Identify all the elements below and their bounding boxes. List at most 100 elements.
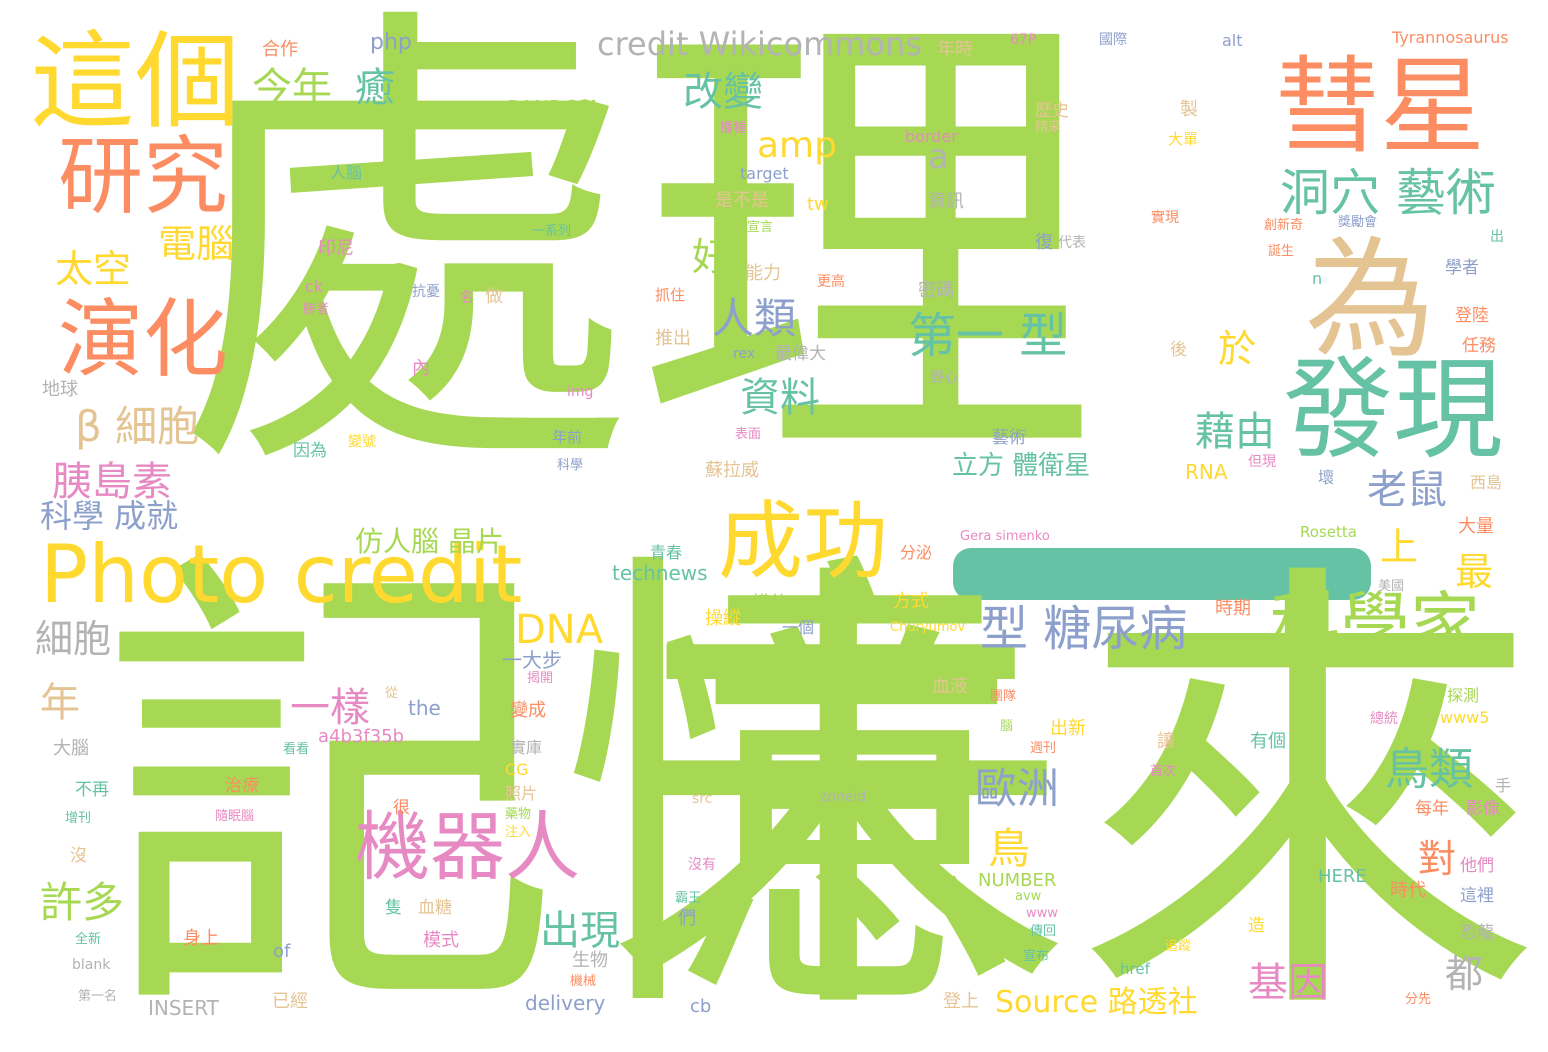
cloud-word: 時代: [1390, 880, 1426, 901]
cloud-word: 都: [1445, 952, 1484, 996]
cloud-word: 復: [1035, 232, 1053, 253]
cloud-word: 宣言: [747, 220, 774, 235]
cloud-word: 學者: [1445, 258, 1479, 278]
cloud-word: 腦: [1000, 719, 1014, 734]
cloud-word: 精采: [1035, 120, 1062, 135]
cloud-word: 全新: [75, 932, 102, 947]
cloud-word: amp: [757, 125, 837, 166]
cloud-word: 歷史: [1035, 101, 1069, 121]
cloud-word: 傳回: [1030, 924, 1057, 939]
cloud-word: 彗星: [1275, 46, 1486, 168]
cloud-word: a4b3f35b: [318, 726, 405, 747]
cloud-word: 出: [1490, 229, 1504, 245]
cloud-word: blank: [72, 957, 111, 973]
cloud-word: delivery: [525, 991, 606, 1015]
cloud-word: 登陸: [1455, 306, 1489, 326]
cloud-word: 隻: [385, 898, 402, 918]
cloud-word: 宣布: [1023, 949, 1050, 964]
cloud-word: www5: [1440, 708, 1490, 727]
cloud-word: 週刊: [1030, 741, 1057, 756]
cloud-word: 科學家: [1270, 584, 1480, 666]
cloud-word: 處理: [175, 0, 1097, 529]
cloud-word: 表面: [735, 427, 762, 442]
cloud-word: 更高: [817, 274, 845, 290]
cloud-word: 最偉大: [775, 344, 826, 364]
cloud-word: 大腦: [53, 738, 89, 759]
cloud-word: n: [1312, 269, 1323, 288]
cloud-word: 一系列: [532, 224, 572, 239]
cloud-word: of: [273, 941, 291, 962]
cloud-word: 這個: [30, 21, 241, 143]
cloud-word: 科學: [557, 458, 584, 473]
cloud-word: 分先: [1405, 992, 1432, 1007]
cloud-word: 許多: [40, 878, 125, 927]
cloud-word: 科學 成就: [40, 497, 179, 535]
cloud-word: 已經: [272, 991, 308, 1012]
cloud-word: 為: [1305, 224, 1436, 376]
cloud-word: CG: [505, 760, 529, 779]
cloud-word: 變號: [348, 434, 376, 450]
cloud-word: 名: [460, 290, 474, 306]
cloud-word: 青春: [650, 543, 683, 562]
cloud-word: 年: [40, 680, 80, 726]
cloud-word: 方式: [893, 591, 929, 612]
cloud-word: target: [740, 164, 789, 183]
cloud-word: 人類: [712, 294, 797, 343]
cloud-word: 今年: [252, 65, 332, 111]
cloud-word: 手: [1495, 776, 1512, 795]
cloud-word: 資料: [740, 375, 820, 421]
cloud-word: 獎勵會: [1338, 215, 1378, 230]
cloud-word: 因為: [293, 441, 327, 461]
cloud-word: 播種: [720, 121, 747, 136]
cloud-word: 實庫: [510, 738, 543, 757]
cloud-word: 血糖: [418, 898, 452, 918]
cloud-word: 記憶: [100, 515, 1022, 1052]
cloud-word: 沒有: [688, 857, 716, 873]
cloud-word: 首次: [1150, 764, 1177, 779]
cloud-word: img: [567, 384, 594, 400]
cloud-word: 治療: [225, 776, 259, 796]
cloud-word: 仿人腦 晶片: [355, 525, 504, 558]
cloud-word: 第一 型: [908, 308, 1068, 364]
cloud-word: 增刊: [65, 811, 92, 826]
cloud-word: 追蹤: [1165, 939, 1192, 954]
cloud-word: technews: [612, 561, 708, 585]
cloud-word: 們: [678, 908, 696, 929]
cloud-word: 鳥類: [1385, 744, 1473, 795]
cloud-word: 大單: [1168, 130, 1199, 148]
cloud-word: 藥物: [505, 807, 532, 822]
cloud-word: Gera simenko: [960, 529, 1050, 544]
cloud-word: 團隊: [990, 689, 1017, 704]
cloud-word: 能力: [745, 263, 781, 284]
cloud-word: 推出: [655, 328, 691, 349]
cloud-word: 國際: [1099, 32, 1127, 48]
cloud-word: 野心: [930, 370, 958, 386]
cloud-word: 型 糖尿病: [980, 601, 1188, 657]
cloud-word: 讓: [1157, 731, 1175, 752]
cloud-word: 身上: [183, 928, 219, 949]
cloud-word: 67P: [1010, 32, 1037, 48]
cloud-word: 年時: [937, 39, 973, 60]
cloud-word: 看看: [283, 742, 310, 757]
cloud-word: 影像: [1466, 799, 1500, 819]
cloud-word: 每年: [1415, 799, 1449, 819]
cloud-word: 洞穴 藝術: [1280, 164, 1496, 222]
cloud-word: 內: [412, 358, 430, 379]
cloud-word: 出現: [540, 908, 620, 954]
cloud-word: 造: [1248, 916, 1265, 936]
cloud-word: 後: [1170, 340, 1187, 360]
cloud-word: ck: [305, 277, 324, 296]
cloud-word: 模式: [423, 930, 459, 951]
cloud-word: 從: [385, 686, 399, 701]
cloud-word: 資訊: [928, 191, 964, 212]
cloud-word: 做: [485, 286, 503, 307]
cloud-word: www: [1026, 906, 1058, 921]
cloud-word: 一樣: [290, 685, 370, 731]
cloud-word: Churyumov: [890, 620, 966, 635]
cloud-word: 最: [1455, 550, 1494, 594]
cloud-word: 恐龍: [1460, 923, 1494, 943]
cloud-word: 隨眠腦: [215, 809, 255, 824]
cloud-word: border: [905, 127, 958, 146]
cloud-word: 不再: [75, 780, 109, 800]
